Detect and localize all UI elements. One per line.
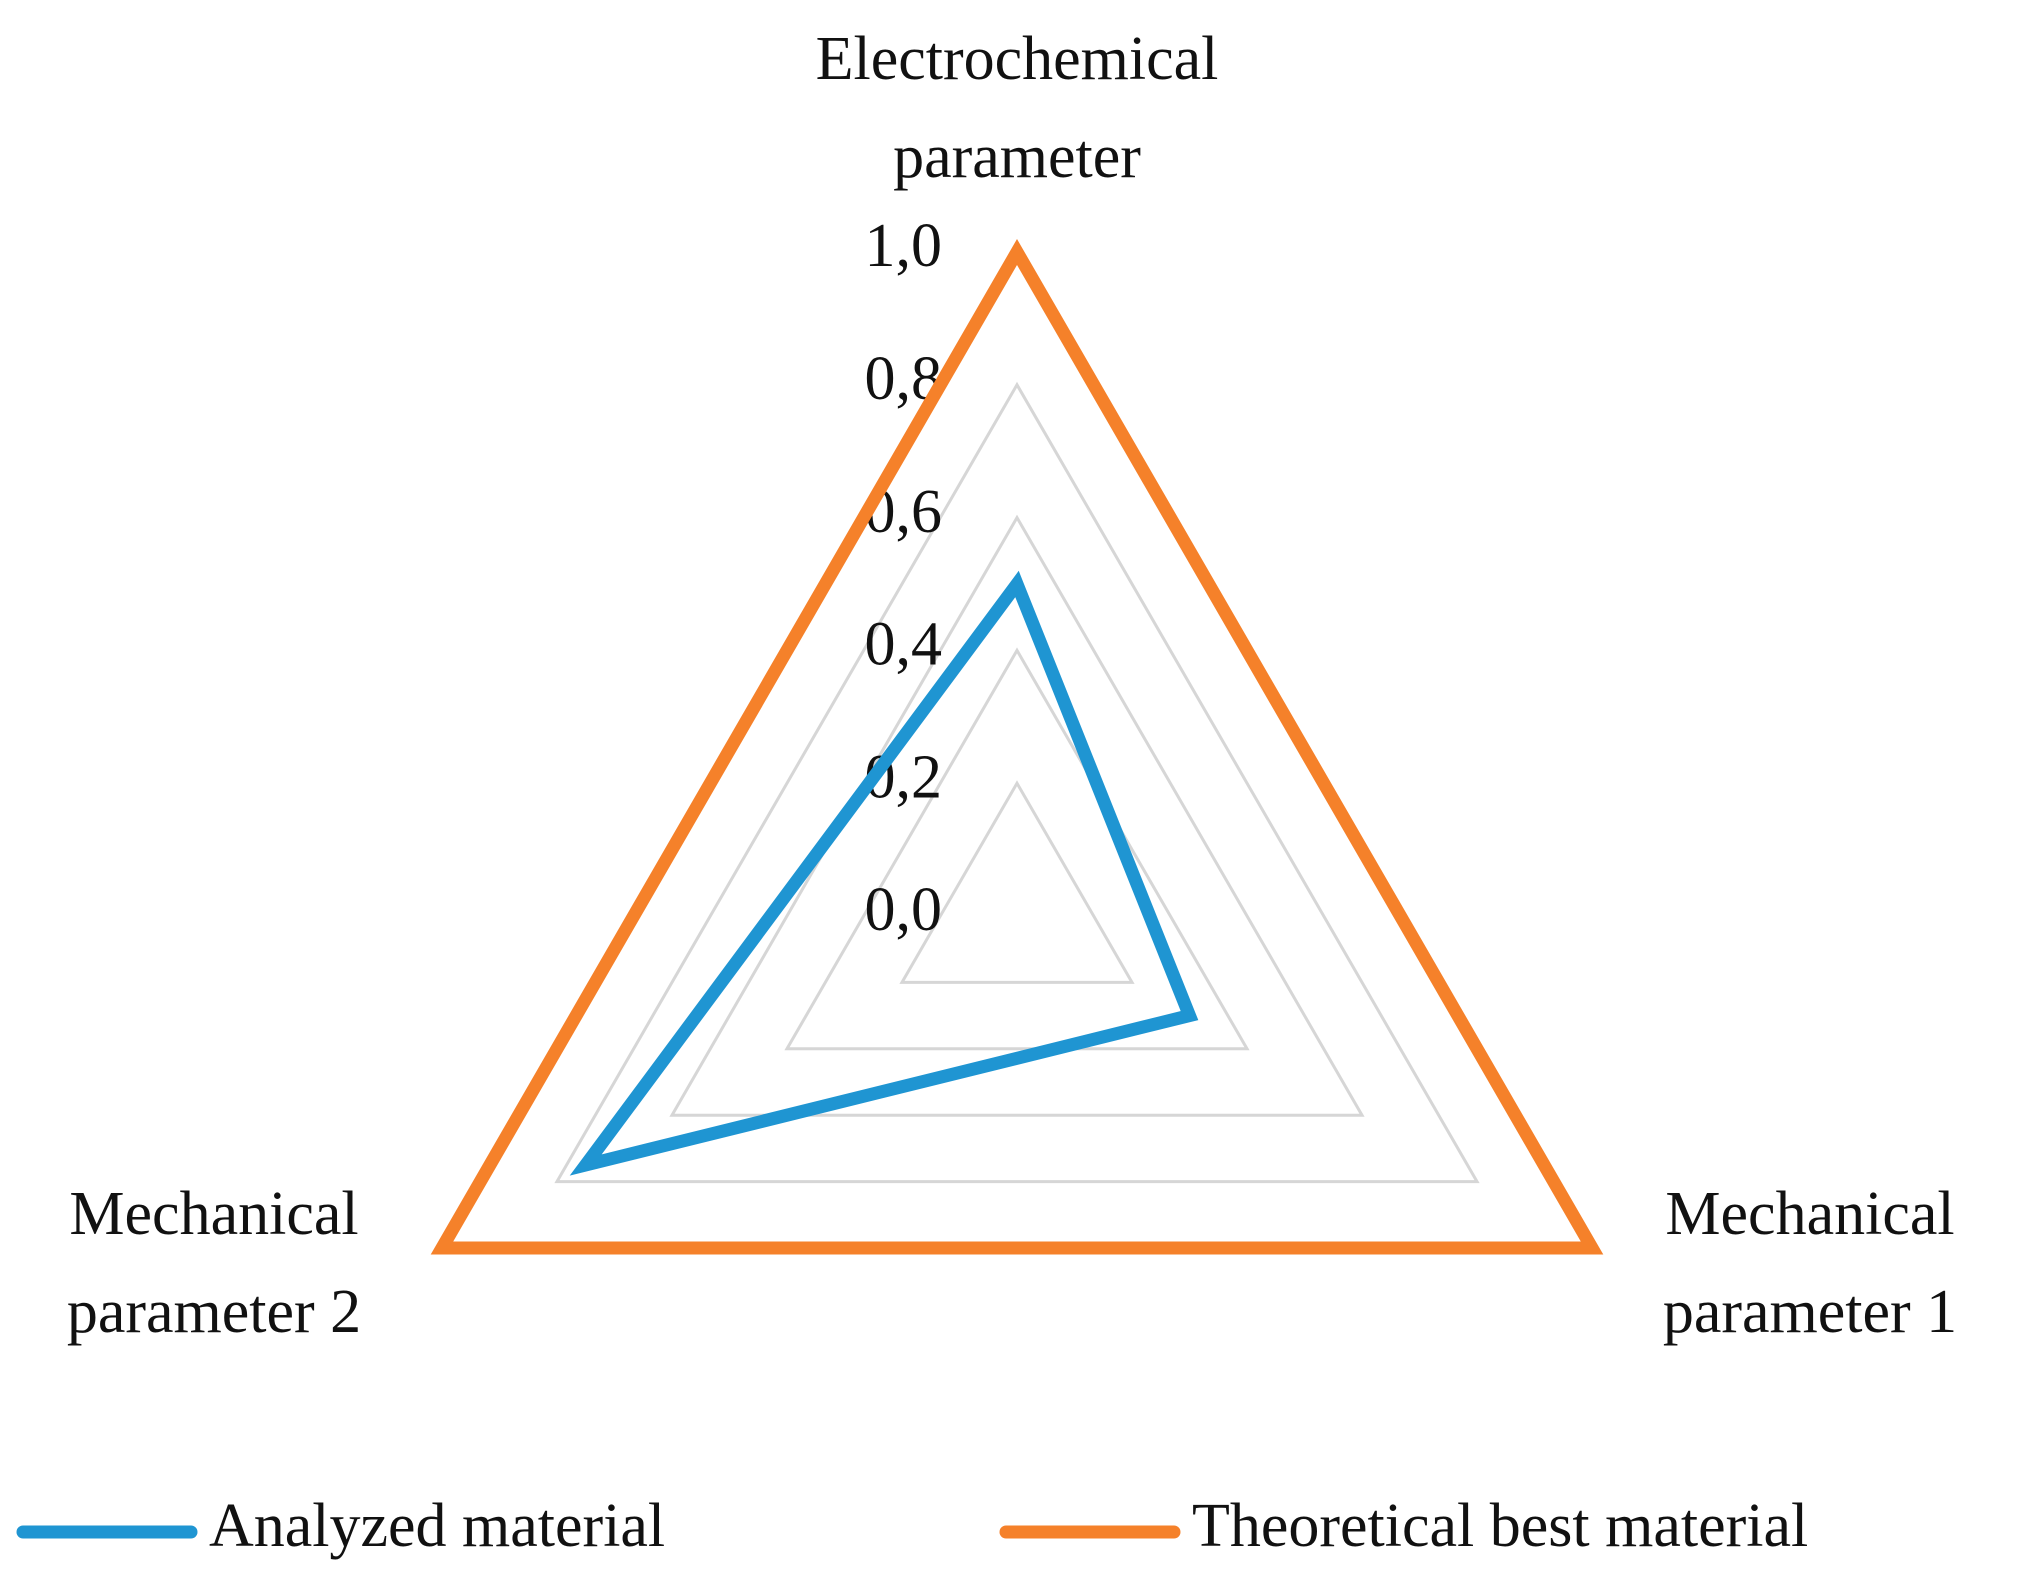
- legend-label: Theoretical best material: [1192, 1492, 1808, 1560]
- grid-line: [439, 249, 1595, 1250]
- series-line: [430, 239, 1604, 1255]
- category-label: Mechanical parameter 2: [66, 1180, 362, 1346]
- series-line: [569, 570, 1199, 1176]
- r-tick-label: 0,0: [865, 876, 943, 944]
- grid-line: [784, 647, 1250, 1051]
- grid-line: [554, 381, 1480, 1184]
- r-tick-label: 0,4: [865, 611, 943, 679]
- category-label: Mechanical parameter 1: [1662, 1180, 1958, 1346]
- grid-line: [669, 514, 1365, 1117]
- legend-label: Analyzed material: [209, 1492, 665, 1560]
- category-label: Electrochemical parameter: [815, 25, 1219, 191]
- r-tick-label: 1,0: [865, 212, 943, 280]
- grid-line: [899, 780, 1135, 984]
